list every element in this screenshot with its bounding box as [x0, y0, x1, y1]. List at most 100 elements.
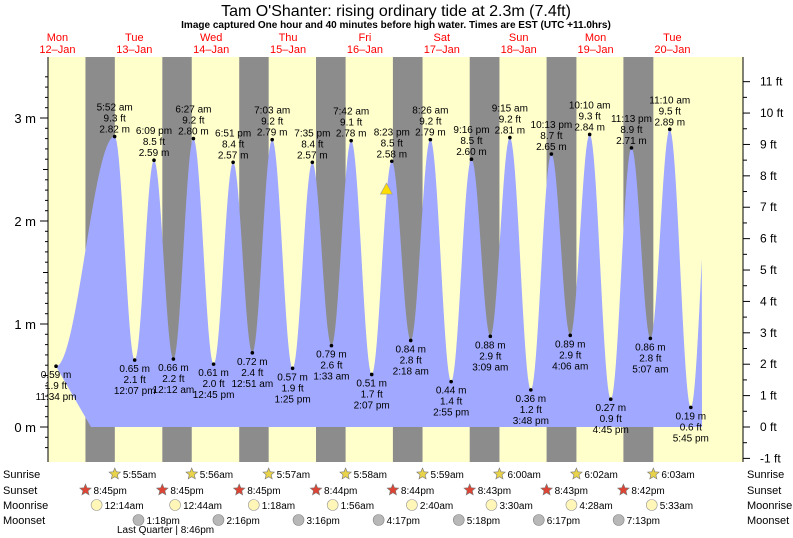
high-time-label: 9:16 pm	[453, 125, 489, 136]
high-ft-label: 9.2 ft	[261, 117, 283, 128]
low-time-label: 12:12 am	[153, 385, 195, 396]
low-ft-label: 2.6 ft	[320, 361, 342, 372]
low-ft-label: 1.9 ft	[281, 383, 303, 394]
extreme-point	[290, 366, 295, 371]
day-date: 18–Jan	[501, 44, 537, 56]
low-time-label: 4:45 pm	[593, 425, 629, 436]
extreme-point	[529, 388, 533, 392]
low-time-label: 2:07 pm	[354, 400, 390, 411]
extreme-point	[428, 137, 433, 142]
high-time-label: 10:10 am	[569, 100, 611, 111]
day-of-week: Mon	[47, 32, 68, 44]
sunrise-icon	[108, 467, 122, 480]
sunset-icon	[155, 483, 169, 496]
sunrise-time: 6:00am	[507, 470, 540, 481]
high-m-label: 2.81 m	[495, 126, 526, 137]
sunset-icon	[540, 483, 554, 496]
low-m-label: 0.44 m	[436, 386, 467, 397]
high-m-label: 2.59 m	[139, 148, 170, 159]
sunset-time: 8:44pm	[324, 486, 357, 497]
extreme-point	[310, 160, 315, 165]
right-tick-label: -1 ft	[760, 451, 781, 465]
high-m-label: 2.80 m	[178, 127, 209, 138]
day-of-week: Thu	[279, 32, 298, 44]
low-ft-label: 1.2 ft	[520, 405, 542, 416]
high-time-label: 8:26 am	[412, 106, 448, 117]
chart-title: Tam O'Shanter: rising ordinary tide at 2…	[221, 3, 571, 20]
high-ft-label: 8.5 ft	[460, 136, 482, 147]
sunset-icon	[463, 483, 477, 496]
moonrise-icon	[565, 499, 578, 511]
right-tick-label: 0 ft	[760, 420, 777, 434]
extreme-point	[587, 132, 592, 137]
low-ft-label: 2.0 ft	[202, 379, 224, 390]
extreme-point	[689, 405, 693, 410]
extreme-point	[191, 136, 196, 141]
right-tick-label: 2 ft	[760, 357, 777, 371]
high-m-label: 2.60 m	[456, 147, 487, 158]
row-label-left: Sunset	[3, 485, 37, 497]
low-m-label: 0.72 m	[237, 357, 268, 368]
sunrise-time: 6:03am	[661, 470, 694, 481]
low-m-label: 0.57 m	[277, 372, 308, 383]
right-tick-label: 1 ft	[760, 389, 777, 403]
extreme-point	[171, 357, 176, 361]
extreme-point	[349, 138, 353, 143]
low-m-label: 0.51 m	[356, 378, 387, 389]
moonset-icon	[532, 514, 545, 526]
low-m-label: 0.65 m	[119, 364, 150, 375]
sunrise-icon	[569, 467, 583, 480]
high-m-label: 2.89 m	[654, 117, 685, 128]
moonrise-time: 2:40am	[420, 501, 453, 512]
extreme-point	[408, 338, 413, 343]
right-tick-label: 6 ft	[760, 232, 777, 246]
high-m-label: 2.71 m	[616, 136, 647, 147]
high-time-label: 11:10 am	[649, 95, 690, 106]
extreme-point	[508, 135, 512, 140]
sunset-time: 8:42pm	[631, 486, 664, 497]
high-time-label: 9:15 am	[492, 104, 528, 115]
right-tick-label: 4 ft	[760, 294, 777, 308]
moonrise-time: 3:30am	[499, 501, 532, 512]
left-tick-label: 0 m	[14, 420, 36, 435]
moonrise-icon	[645, 499, 658, 511]
current-tide-marker	[379, 182, 393, 195]
row-label-left: Moonrise	[3, 500, 48, 512]
low-m-label: 0.66 m	[158, 363, 189, 374]
right-tick-label: 7 ft	[760, 200, 777, 214]
high-time-label: 10:13 pm	[531, 120, 573, 131]
high-ft-label: 9.2 ft	[499, 115, 521, 126]
right-tick-label: 9 ft	[760, 137, 777, 151]
low-time-label: 12:45 pm	[193, 390, 235, 401]
low-ft-label: 1.4 ft	[440, 397, 462, 408]
extreme-point	[231, 160, 235, 165]
high-time-label: 11:13 pm	[611, 114, 652, 125]
sunset-time: 8:45pm	[247, 486, 280, 497]
low-time-label: 2:18 am	[393, 366, 429, 377]
low-m-label: 0.79 m	[316, 350, 347, 361]
row-label-right: Moonset	[747, 515, 789, 527]
low-m-label: 0.86 m	[635, 342, 666, 353]
day-date: 16–Jan	[347, 44, 383, 56]
sunrise-time: 5:59am	[431, 470, 464, 481]
day-date: 19–Jan	[577, 44, 613, 56]
low-ft-label: 2.2 ft	[162, 374, 184, 385]
low-time-label: 5:07 am	[632, 364, 668, 375]
moonrise-time: 12:14am	[105, 501, 144, 512]
moonrise-time: 1:18am	[262, 501, 295, 512]
day-of-week: Wed	[200, 32, 222, 44]
low-ft-label: 0.9 ft	[600, 414, 622, 425]
day-of-week: Tue	[663, 32, 682, 44]
row-label-left: Moonset	[3, 515, 45, 527]
high-ft-label: 8.4 ft	[301, 139, 323, 150]
extreme-point	[568, 333, 573, 338]
low-ft-label: 1.7 ft	[361, 389, 383, 400]
sunrise-icon	[492, 467, 506, 480]
row-label-right: Moonrise	[747, 500, 792, 512]
moonset-time: 4:17pm	[387, 516, 420, 527]
high-time-label: 7:35 pm	[294, 128, 330, 139]
sunrise-icon	[185, 467, 199, 480]
low-m-label: 0.36 m	[516, 394, 547, 405]
day-date: 13–Jan	[116, 44, 152, 56]
right-tick-label: 11 ft	[760, 75, 783, 89]
